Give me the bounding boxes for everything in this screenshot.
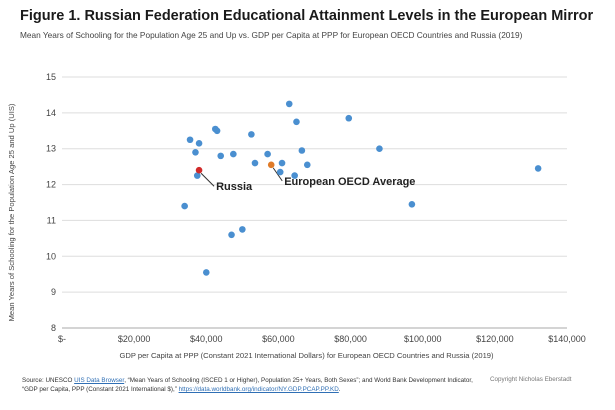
worldbank-link[interactable]: https://data.worldbank.org/indicator/NY.… <box>178 386 339 393</box>
russia-point <box>195 166 203 174</box>
x-tick-label: $40,000 <box>190 334 223 344</box>
country-point <box>202 269 210 276</box>
y-tick-label: 12 <box>46 180 56 190</box>
x-tick-label: $20,000 <box>118 334 151 344</box>
country-point <box>228 231 235 239</box>
country-point <box>192 149 199 156</box>
y-tick-label: 9 <box>51 287 56 297</box>
europe-average-point <box>267 161 275 169</box>
source-note: Source: UNESCO UIS Data Browser, “Mean Y… <box>22 376 477 394</box>
country-point <box>230 150 237 158</box>
source-middle: , “Mean Years of Schooling (ISCED 1 or H… <box>22 377 473 393</box>
x-tick-label: $140,000 <box>548 334 586 344</box>
copyright: Copyright Nicholas Eberstadt <box>490 376 572 383</box>
country-point <box>248 131 255 138</box>
data-points <box>181 100 542 276</box>
country-point <box>376 145 383 153</box>
x-axis-ticks: $- $20,000 $40,000 $60,000 $80,000 $100,000 $1… <box>58 334 586 344</box>
country-point <box>285 100 293 108</box>
country-point <box>345 114 353 122</box>
y-tick-label: 10 <box>46 251 56 261</box>
gridlines <box>62 76 567 293</box>
country-point <box>293 118 300 126</box>
country-point <box>239 226 246 233</box>
annotation-label: Russia <box>216 181 253 193</box>
country-point <box>534 165 542 172</box>
x-tick-label: $100,000 <box>404 334 442 344</box>
x-axis-label: GDP per Capita at PPP (Constant 2021 Int… <box>119 351 494 360</box>
country-point <box>195 140 203 147</box>
country-point <box>193 172 201 179</box>
country-point <box>276 168 284 176</box>
x-tick-label: $- <box>58 334 66 344</box>
x-tick-label: $60,000 <box>262 334 295 344</box>
country-point <box>181 202 188 210</box>
y-tick-label: 8 <box>51 323 56 333</box>
y-tick-label: 14 <box>46 108 56 118</box>
uis-data-browser-link[interactable]: UIS Data Browser <box>74 377 125 384</box>
country-point <box>186 136 194 144</box>
y-tick-label: 11 <box>47 215 56 225</box>
chart-title: Figure 1. Russian Federation Educational… <box>20 8 594 24</box>
country-point <box>251 159 259 167</box>
country-point <box>291 172 298 179</box>
y-axis-ticks: 8 9 10 11 12 13 14 15 <box>46 72 56 333</box>
scatter-chart: 8 9 10 11 12 13 14 15 $- $20,000 $40,000 $60,000 $8… <box>7 72 586 360</box>
y-tick-label: 13 <box>46 144 56 154</box>
country-point <box>408 200 416 208</box>
y-tick-label: 15 <box>46 72 56 82</box>
country-point <box>303 161 311 169</box>
annotation-leader <box>272 167 283 182</box>
source-suffix: . <box>338 386 341 393</box>
country-point <box>213 127 221 135</box>
y-axis-label: Mean Years of Schooling for the Populati… <box>7 103 16 321</box>
source-prefix: Source: UNESCO <box>22 377 75 384</box>
annotation-label: European OECD Average <box>284 176 415 188</box>
annotations: Russia European OECD Average <box>200 167 415 193</box>
annotation-leader <box>200 172 215 187</box>
x-tick-label: $120,000 <box>476 334 514 344</box>
x-tick-label: $80,000 <box>334 334 367 344</box>
country-point <box>298 147 306 154</box>
chart-subtitle: Mean Years of Schooling for the Populati… <box>20 30 523 40</box>
country-point <box>264 150 271 158</box>
country-point <box>278 159 286 167</box>
country-point <box>217 152 225 160</box>
